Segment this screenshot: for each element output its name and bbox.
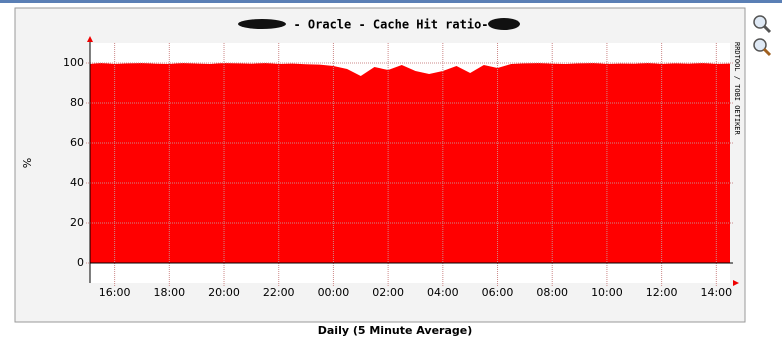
x-tick-label: 10:00 xyxy=(591,286,623,299)
footer: Daily (5 Minute Average) xyxy=(318,324,473,337)
top-bar xyxy=(0,0,782,3)
y-axis-arrow xyxy=(87,36,93,42)
x-tick-label: 22:00 xyxy=(263,286,295,299)
x-tick-label: 18:00 xyxy=(153,286,185,299)
chart-title: - Oracle - Cache Hit ratio- xyxy=(293,18,488,32)
x-tick-label: 12:00 xyxy=(646,286,678,299)
area xyxy=(90,63,730,263)
x-tick-label: 20:00 xyxy=(208,286,240,299)
y-tick-label: 0 xyxy=(77,256,84,269)
x-tick-label: 02:00 xyxy=(372,286,404,299)
x-tick-label: 08:00 xyxy=(536,286,568,299)
x-tick-label: 04:00 xyxy=(427,286,459,299)
x-tick-label: 14:00 xyxy=(700,286,732,299)
x-axis-arrow xyxy=(733,280,739,286)
x-tick-label: 06:00 xyxy=(482,286,514,299)
y-tick-label: 20 xyxy=(70,216,84,229)
y-tick-label: 60 xyxy=(70,136,84,149)
x-tick-label: 00:00 xyxy=(318,286,350,299)
y-tick-label: 80 xyxy=(70,96,84,109)
zoom-out-icon[interactable] xyxy=(753,38,772,57)
y-tick-label: 40 xyxy=(70,176,84,189)
y-tick-label: 100 xyxy=(63,56,84,69)
y-axis-label: % xyxy=(21,158,34,168)
side-text: RRDTOOL / TOBI OETIKER xyxy=(733,42,741,136)
redaction xyxy=(488,18,520,30)
redaction xyxy=(238,19,286,29)
x-tick-label: 16:00 xyxy=(99,286,131,299)
zoom-in-icon[interactable] xyxy=(753,15,772,34)
